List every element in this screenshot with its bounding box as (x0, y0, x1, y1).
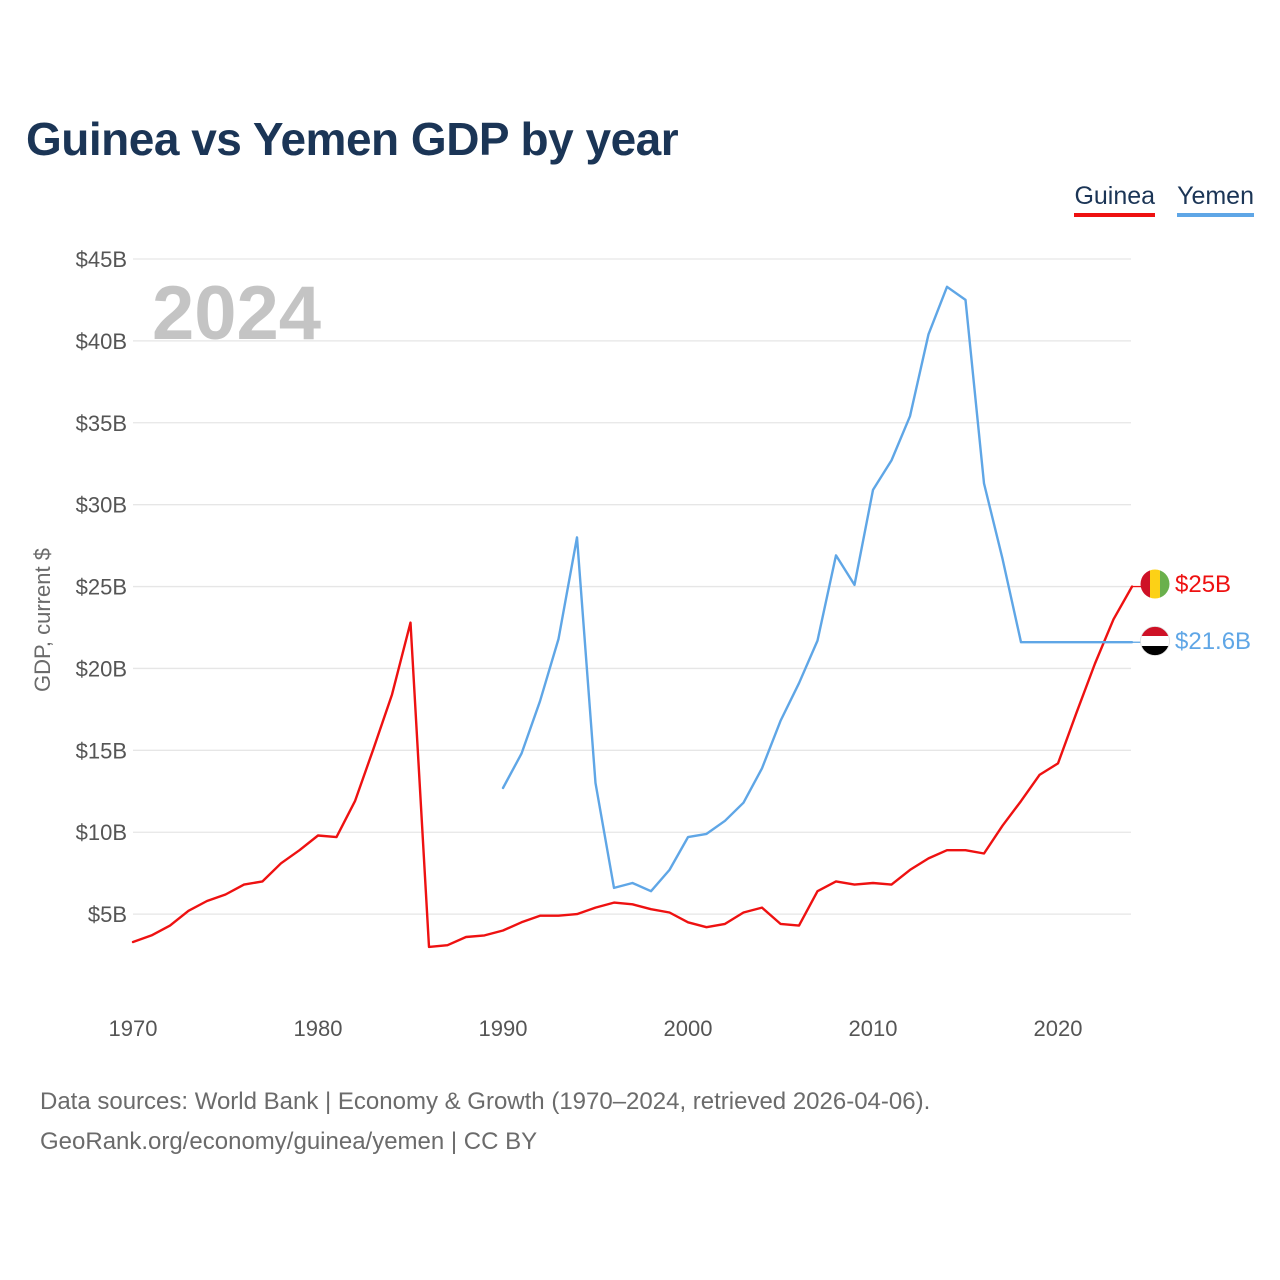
attribution-note: GeoRank.org/economy/guinea/yemen | CC BY (40, 1128, 538, 1155)
y-tick-label: $40B (76, 329, 127, 354)
series-line-yemen (501, 285, 1134, 893)
page-title: Guinea vs Yemen GDP by year (26, 113, 679, 165)
x-tick-label: 2010 (849, 1016, 898, 1041)
y-tick-label: $15B (76, 738, 127, 763)
y-tick-label: $20B (76, 656, 127, 681)
y-axis-label: GDP, current $ (30, 548, 55, 692)
yemen-end-label: $21.6B (1175, 628, 1251, 655)
legend-item-guinea[interactable]: Guinea (1074, 182, 1156, 217)
y-tick-label: $25B (76, 575, 127, 600)
year-watermark: 2024 (152, 271, 321, 356)
guinea-end-label: $25B (1175, 571, 1231, 598)
guinea-flag (1140, 569, 1170, 599)
legend-item-yemen[interactable]: Yemen (1177, 182, 1254, 217)
yemen-flag-ring (1140, 626, 1170, 656)
yemen-flag (1140, 626, 1170, 656)
footer: Data sources: World Bank | Economy & Gro… (40, 1082, 930, 1162)
data-source-note: Data sources: World Bank | Economy & Gro… (40, 1088, 931, 1115)
x-axis: 1970 1980 1990 2000 2010 2020 (109, 1016, 1083, 1041)
series-line-guinea (131, 585, 1134, 949)
y-tick-label: $35B (76, 411, 127, 436)
series (131, 285, 1141, 949)
y-tick-label: $5B (88, 902, 127, 927)
x-tick-label: 1970 (109, 1016, 158, 1041)
y-axis: $5B $10B $15B $20B $25B $30B $35B $40B $45B (76, 247, 127, 927)
gdp-line-chart: $5B $10B $15B $20B $25B $30B $35B $40B $45B 1970… (30, 247, 1251, 1041)
x-tick-label: 2000 (664, 1016, 713, 1041)
gridlines (133, 258, 1131, 915)
y-tick-label: $10B (76, 820, 127, 845)
y-tick-label: $45B (76, 247, 127, 272)
y-tick-label: $30B (76, 493, 127, 518)
x-tick-label: 1980 (294, 1016, 343, 1041)
chart-legend: Guinea Yemen (1074, 182, 1254, 217)
x-tick-label: 2020 (1034, 1016, 1083, 1041)
x-tick-label: 1990 (479, 1016, 528, 1041)
